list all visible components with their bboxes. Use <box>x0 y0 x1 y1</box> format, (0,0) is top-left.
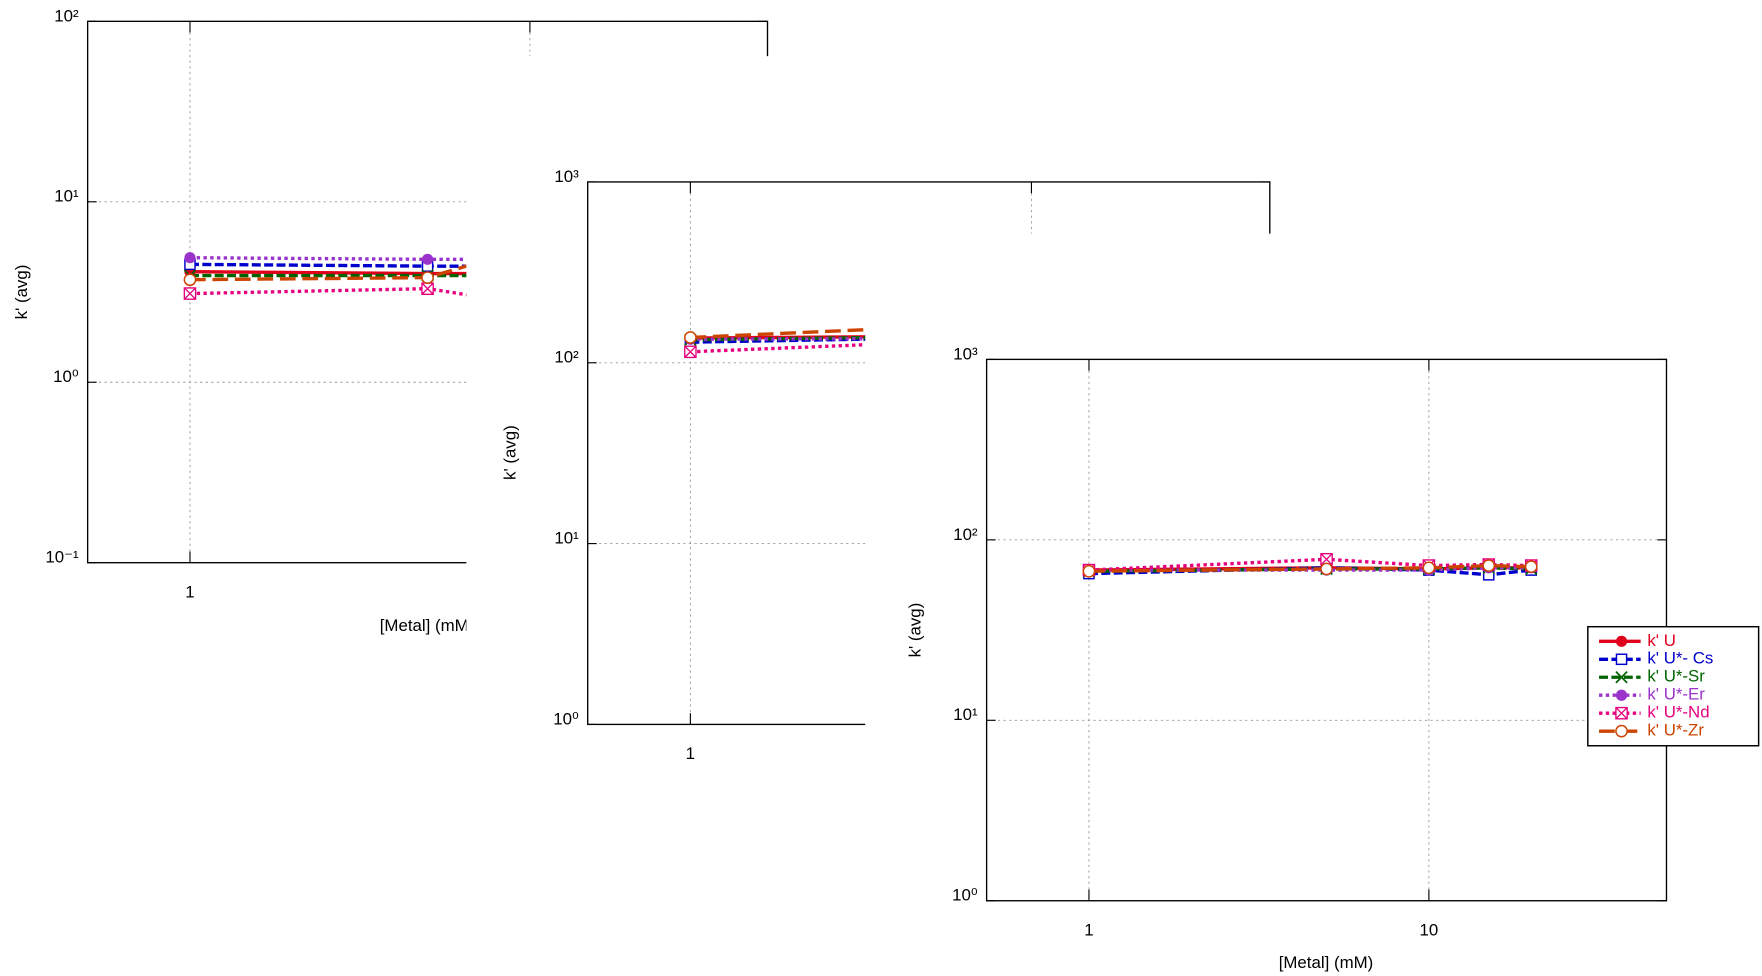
slide: 10⁻¹ 10⁰ 10¹ 10² 1 10 [Metal] (mM) k' (avg) 10⁰ 1… <box>0 0 1762 976</box>
y-tick-label: 10² <box>54 6 79 25</box>
legend-label: k' U*-Er <box>1647 685 1705 704</box>
marker <box>422 272 433 283</box>
legend-marker <box>1616 690 1627 701</box>
y-tick-label: 10¹ <box>554 529 579 548</box>
marker <box>184 274 195 285</box>
y-axis-label: k' (avg) <box>501 425 520 480</box>
legend-marker <box>1616 708 1627 719</box>
x-axis-label: [Metal] (mM) <box>1279 953 1374 972</box>
marker <box>1483 560 1494 571</box>
legend-marker <box>1616 654 1626 664</box>
y-tick-label: 10⁰ <box>553 709 579 728</box>
y-tick-label: 10³ <box>554 167 579 186</box>
legend-marker <box>1616 636 1627 647</box>
marker <box>1321 563 1332 574</box>
y-tick-label: 10⁰ <box>53 367 79 386</box>
x-tick-label: 1 <box>1084 921 1093 940</box>
x-axis-label: [Metal] (mM) <box>380 616 475 635</box>
y-tick-label: 10² <box>554 348 579 367</box>
legend-label: k' U*- Cs <box>1647 649 1713 668</box>
marker <box>422 254 433 265</box>
marker <box>422 283 433 294</box>
legend-label: k' U*-Zr <box>1647 721 1704 740</box>
x-tick-label: 1 <box>686 744 695 763</box>
y-tick-label: 10¹ <box>953 705 978 724</box>
legend-label: k' U <box>1647 631 1675 650</box>
x-tick-label: 1 <box>185 582 194 601</box>
y-tick-label: 10¹ <box>54 187 79 206</box>
y-axis-label: k' (avg) <box>905 603 924 658</box>
chart-background <box>865 234 1762 976</box>
page: {"chart_data": [ {"type": "line", "log_x… <box>0 0 1762 976</box>
marker <box>685 346 696 357</box>
y-tick-label: 10² <box>953 525 978 544</box>
marker <box>184 288 195 299</box>
legend-label: k' U*-Sr <box>1647 667 1705 686</box>
marker <box>1083 566 1094 577</box>
marker <box>184 252 195 263</box>
y-tick-label: 10³ <box>953 344 978 363</box>
legend-marker <box>1616 726 1627 737</box>
x-tick-label: 10 <box>1420 921 1439 940</box>
y-axis-label: k' (avg) <box>12 265 31 320</box>
marker <box>1423 562 1434 573</box>
marker <box>1526 561 1537 572</box>
legend-label: k' U*-Nd <box>1647 703 1709 722</box>
y-tick-label: 10⁰ <box>952 886 978 905</box>
marker <box>685 332 696 343</box>
y-tick-label: 10⁻¹ <box>45 548 79 567</box>
